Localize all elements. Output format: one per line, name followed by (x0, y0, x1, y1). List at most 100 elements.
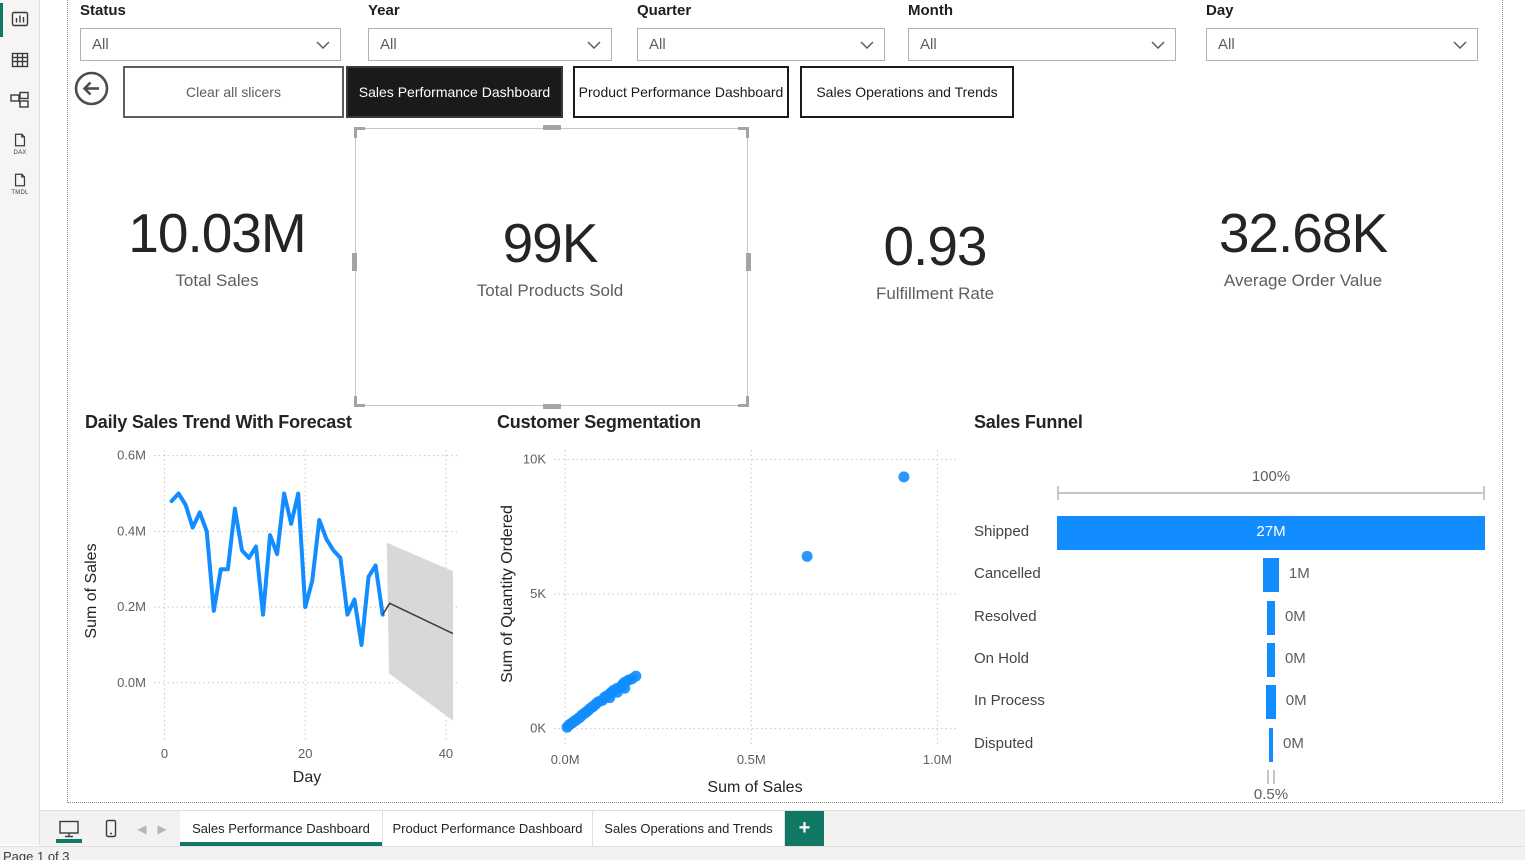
funnel-category-label: On Hold (974, 650, 1029, 667)
nav-button-sales-operations[interactable]: Sales Operations and Trends (800, 66, 1014, 118)
tab-bar-filler (824, 811, 1525, 846)
year-filter-value: All (380, 36, 397, 53)
line-chart-title: Daily Sales Trend With Forecast (85, 412, 352, 433)
funnel-bar[interactable] (1267, 601, 1275, 635)
kpi-aov-label: Average Order Value (1173, 271, 1433, 291)
funnel-category-label: Disputed (974, 735, 1033, 752)
add-page-button[interactable]: + (785, 811, 824, 846)
back-button[interactable] (74, 71, 109, 106)
sidebar-item-tmdl-view[interactable]: TMDL (0, 160, 40, 200)
y-axis-title: Sum of Quantity Ordered (499, 505, 516, 683)
status-filter-dropdown[interactable]: All (80, 28, 341, 61)
page-tab-sales-performance-dashboard[interactable]: Sales Performance Dashboard (180, 811, 383, 846)
dax-badge: DAX (0, 150, 40, 156)
sidebar-item-model-view[interactable] (0, 80, 40, 120)
filter-day: Day All (1206, 2, 1478, 61)
chevron-down-icon (860, 41, 874, 49)
sidebar-item-table-view[interactable] (0, 40, 40, 80)
funnel-bar[interactable] (1267, 643, 1275, 677)
funnel-row-resolved: Resolved 0M (962, 601, 1507, 635)
bracket-tick (1483, 486, 1485, 500)
scatter-point[interactable] (630, 671, 641, 682)
sales-funnel-chart[interactable]: 100%Shipped27MCancelled1MResolved0MOn Ho… (962, 436, 1507, 796)
filter-status-label: Status (80, 2, 341, 19)
nav-product-performance-label: Product Performance Dashboard (579, 84, 784, 100)
filter-quarter: Quarter All (637, 2, 885, 61)
filter-month: Month All (908, 2, 1176, 61)
funnel-category-label: Shipped (974, 523, 1029, 540)
desktop-layout-selected-indicator (56, 839, 82, 843)
view-sidebar: DAX TMDL (0, 0, 40, 845)
page-tab-label: Product Performance Dashboard (392, 821, 582, 836)
previous-page-arrow[interactable]: ◀ (132, 811, 152, 846)
y-tick-label: 0K (530, 721, 546, 736)
kpi-total-products-sold[interactable]: 99K Total Products Sold (430, 215, 670, 301)
y-tick-label: 0.4M (117, 523, 146, 538)
month-filter-dropdown[interactable]: All (908, 28, 1176, 61)
kpi-fulfillment-label: Fulfillment Rate (815, 284, 1055, 304)
y-axis-title: Sum of Sales (83, 543, 100, 638)
quarter-filter-dropdown[interactable]: All (637, 28, 885, 61)
nav-button-sales-performance[interactable]: Sales Performance Dashboard (346, 66, 563, 118)
sidebar-item-dax-query-view[interactable]: DAX (0, 120, 40, 160)
page-tab-sales-operations-trends[interactable]: Sales Operations and Trends (593, 811, 785, 846)
page-counter: Page 1 of 3 (3, 849, 70, 860)
nav-button-product-performance[interactable]: Product Performance Dashboard (573, 66, 789, 118)
report-view-icon (10, 10, 30, 30)
nav-sales-operations-label: Sales Operations and Trends (816, 84, 997, 100)
dax-query-view-icon (11, 132, 29, 148)
selection-handle-bottom[interactable] (543, 404, 561, 409)
funnel-top-percent: 100% (1057, 468, 1485, 485)
filter-year: Year All (368, 2, 612, 61)
month-filter-value: All (920, 36, 937, 53)
selection-handle-top-left[interactable] (354, 127, 365, 138)
scatter-point[interactable] (604, 692, 615, 703)
desktop-layout-button[interactable] (48, 811, 90, 846)
clear-all-slicers-button[interactable]: Clear all slicers (123, 66, 344, 118)
nav-sales-performance-label: Sales Performance Dashboard (359, 84, 550, 100)
funnel-category-label: Resolved (974, 608, 1037, 625)
bracket-tick (1057, 486, 1059, 500)
x-tick-label: 1.0M (923, 752, 952, 767)
funnel-row-disputed: Disputed0M (962, 728, 1507, 762)
sidebar-item-report-view[interactable] (0, 0, 40, 40)
selection-handle-bottom-right[interactable] (738, 396, 749, 407)
x-axis-title: Day (293, 769, 321, 786)
scatter-point[interactable] (898, 471, 909, 482)
day-filter-dropdown[interactable]: All (1206, 28, 1478, 61)
x-tick-label: 20 (298, 746, 312, 761)
kpi-fulfillment-rate[interactable]: 0.93 Fulfillment Rate (815, 218, 1055, 304)
selection-handle-top[interactable] (543, 125, 561, 130)
scatter-point[interactable] (802, 551, 813, 562)
selection-handle-top-right[interactable] (738, 127, 749, 138)
scatter-point[interactable] (619, 683, 630, 694)
funnel-bar[interactable] (1266, 685, 1276, 719)
kpi-total-sales[interactable]: 10.03M Total Sales (97, 205, 337, 291)
daily-sales-trend-chart[interactable]: 020400.0M0.2M0.4M0.6MDaySum of Sales (82, 438, 474, 790)
y-tick-label: 0.2M (117, 599, 146, 614)
next-page-arrow[interactable]: ▶ (152, 811, 172, 846)
mobile-layout-button[interactable] (90, 811, 132, 846)
funnel-value-label: 0M (1285, 608, 1306, 625)
forecast-confidence-band (387, 543, 453, 721)
year-filter-dropdown[interactable]: All (368, 28, 612, 61)
page-tab-product-performance-dashboard[interactable]: Product Performance Dashboard (383, 811, 593, 846)
x-tick-label: 40 (439, 746, 453, 761)
selection-handle-left[interactable] (352, 253, 357, 271)
selection-handle-right[interactable] (746, 253, 751, 271)
desktop-monitor-icon (58, 820, 80, 838)
sales-trend-line[interactable] (172, 494, 383, 645)
tmdl-view-icon (11, 172, 29, 188)
chevron-down-icon (1453, 41, 1467, 49)
funnel-bar[interactable] (1269, 728, 1273, 762)
chevron-down-icon (1151, 41, 1165, 49)
funnel-bar[interactable] (1263, 558, 1279, 592)
quarter-filter-value: All (649, 36, 666, 53)
selection-handle-bottom-left[interactable] (354, 396, 365, 407)
customer-segmentation-chart[interactable]: 0.0M0.5M1.0M0K5K10KSum of SalesSum of Qu… (498, 438, 970, 800)
chevron-down-icon (587, 41, 601, 49)
funnel-value-label: 27M (1057, 523, 1485, 540)
filter-day-label: Day (1206, 2, 1478, 19)
kpi-average-order-value[interactable]: 32.68K Average Order Value (1173, 205, 1433, 291)
bracket-tick (1267, 770, 1269, 784)
